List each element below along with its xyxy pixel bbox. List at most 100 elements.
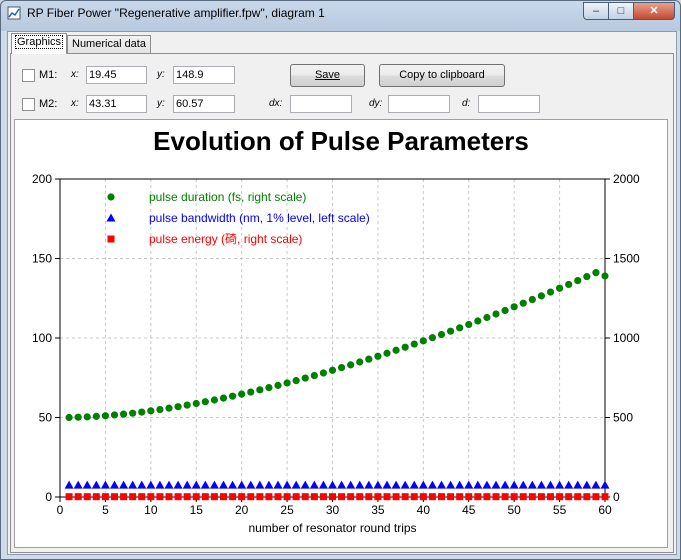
triangle-data-point — [155, 480, 165, 489]
m2-label: M2: — [39, 98, 58, 110]
x-tick-label: 0 — [57, 503, 64, 517]
square-data-point — [174, 493, 182, 501]
triangle-data-point — [400, 480, 410, 489]
circle-data-point — [483, 313, 491, 322]
square-data-point — [410, 493, 418, 501]
triangle-data-point — [346, 480, 356, 489]
y-right-tick-label: 500 — [613, 411, 633, 425]
circle-data-point — [292, 377, 300, 385]
triangle-data-point — [473, 480, 483, 489]
tab-graphics-label: Graphics — [14, 35, 64, 49]
circle-data-point — [347, 361, 355, 369]
dy-field[interactable] — [388, 95, 450, 113]
m2-x-field[interactable]: 43.31 — [86, 95, 147, 113]
circle-data-point — [101, 412, 110, 420]
square-data-point — [474, 493, 482, 501]
marker-m1-row: M1: x: 19.45 y: 148.9 Save Copy to clipb… — [11, 64, 671, 87]
circle-data-point — [492, 310, 500, 318]
triangle-data-point — [228, 480, 238, 489]
square-data-point — [220, 493, 227, 501]
y-right-tick-label: 2000 — [613, 172, 640, 186]
circle-data-point — [356, 358, 364, 366]
m1-checkbox[interactable] — [22, 69, 35, 82]
m2-x-label: x: — [71, 98, 79, 109]
circle-data-point — [301, 374, 309, 382]
triangle-data-point — [100, 480, 110, 489]
triangle-data-point — [200, 480, 210, 489]
triangle-data-point — [246, 480, 256, 489]
close-button[interactable]: ✕ — [633, 2, 675, 20]
square-data-point — [565, 493, 573, 501]
m1-y-field[interactable]: 148.9 — [173, 66, 235, 84]
triangle-data-point — [536, 480, 546, 489]
chart-frame: Evolution of Pulse Parameters 0 5 10 15 20 25… — [14, 119, 668, 548]
x-tick-label: 30 — [326, 503, 340, 517]
triangle-data-point — [110, 480, 119, 489]
tab-graphics[interactable]: Graphics — [11, 33, 68, 54]
copy-to-clipboard-button[interactable]: Copy to clipboard — [379, 64, 505, 87]
dy-label: dy: — [369, 98, 383, 109]
circle-data-point — [83, 413, 91, 421]
triangle-data-point — [364, 480, 374, 489]
x-tick-label: 55 — [553, 503, 567, 517]
square-data-point — [292, 493, 300, 501]
dx-field[interactable] — [290, 95, 352, 113]
legend-label: pulse energy (碕, right scale) — [149, 232, 302, 246]
circle-data-point — [192, 399, 200, 408]
m1-label: M1: — [39, 69, 58, 81]
circle-data-point — [546, 288, 555, 296]
square-data-point — [419, 493, 427, 501]
m2-y-field[interactable]: 60.57 — [173, 95, 235, 113]
triangle-data-point — [527, 480, 537, 489]
circle-data-point — [210, 396, 219, 404]
y-right-tick-label: 1000 — [613, 331, 640, 345]
m1-x-field[interactable]: 19.45 — [86, 66, 147, 84]
tab-numerical-data[interactable]: Numerical data — [67, 35, 151, 53]
circle-data-point — [510, 303, 518, 311]
circle-data-point — [401, 343, 409, 351]
triangle-data-point — [582, 480, 592, 489]
circle-data-point — [565, 280, 573, 289]
title-bar[interactable]: RP Fiber Power "Regenerative amplifier.f… — [1, 1, 680, 27]
square-data-point — [129, 493, 137, 501]
triangle-data-point — [446, 480, 456, 489]
square-data-point — [374, 493, 382, 501]
circle-data-point — [228, 392, 237, 400]
m2-checkbox[interactable] — [22, 98, 35, 111]
circle-data-point — [92, 412, 100, 420]
square-data-point — [92, 493, 100, 501]
square-data-point — [238, 493, 246, 501]
circle-data-point — [474, 317, 482, 325]
triangle-data-point — [337, 480, 347, 489]
x-tick-label: 45 — [462, 503, 476, 517]
client-area: Graphics Numerical data M1: x: 19.45 y: … — [7, 31, 677, 555]
d-field[interactable] — [478, 95, 540, 113]
triangle-data-point — [64, 480, 74, 489]
square-data-point — [537, 493, 545, 501]
x-tick-label: 20 — [235, 503, 249, 517]
triangle-data-point — [355, 480, 365, 489]
triangle-data-point — [555, 480, 565, 489]
x-tick-label: 15 — [190, 503, 204, 517]
square-data-point — [83, 493, 91, 501]
triangle-data-point — [291, 480, 301, 489]
triangle-data-point — [418, 480, 428, 489]
save-button[interactable]: Save — [290, 64, 365, 87]
square-data-point — [383, 493, 391, 501]
square-data-point — [547, 493, 554, 501]
maximize-button[interactable]: □ — [608, 2, 634, 20]
square-data-point — [138, 493, 146, 501]
circle-data-point — [165, 404, 173, 412]
triangle-data-point — [600, 480, 610, 489]
y-left-tick-label: 50 — [39, 411, 53, 425]
triangle-data-point — [164, 480, 174, 489]
minimize-button[interactable]: – — [583, 2, 609, 20]
circle-data-point — [501, 306, 509, 315]
square-data-point — [210, 493, 218, 501]
circle-data-point — [201, 398, 209, 406]
x-tick-label: 60 — [598, 503, 612, 517]
square-data-point — [310, 493, 318, 501]
circle-data-point — [465, 320, 473, 329]
triangle-data-point — [237, 480, 247, 489]
square-data-point — [165, 493, 173, 501]
